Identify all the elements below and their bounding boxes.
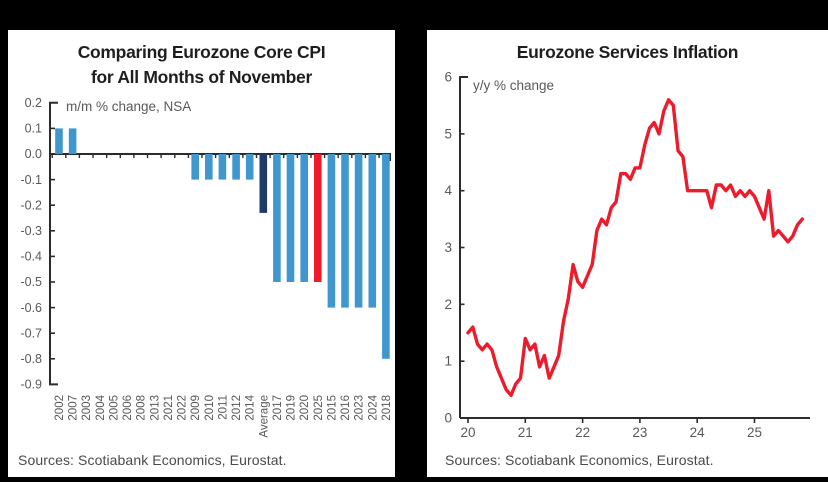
bar-y-axis [49, 101, 58, 386]
bar-2016 [341, 154, 349, 308]
right-source-text: Sources: Scotiabank Economics, Eurostat. [445, 452, 714, 468]
line-y-tick-label: 6 [444, 70, 452, 85]
line-x-tick-label: 23 [632, 425, 647, 440]
bar-x-tick-label: 2016 [340, 395, 352, 421]
bar-annotation: m/m % change, NSA [66, 99, 191, 114]
bar-y-tick-label: 0.1 [25, 122, 42, 136]
services-inflation-line [466, 98, 804, 397]
bar-x-tick-label: 2022 [177, 395, 189, 421]
line-y-tick-label: 3 [444, 240, 452, 255]
bar-x-tick-label: 2002 [54, 395, 66, 421]
bar-x-tick-label: 2017 [272, 395, 284, 421]
bar-2023 [354, 154, 363, 308]
bar-x-tick-label: 2025 [313, 395, 325, 421]
left-chart-title-line2: for All Months of November [91, 67, 312, 87]
bar-y-tick-label: -0.8 [20, 352, 42, 366]
bar-x-tick-label: 2020 [299, 395, 311, 421]
line-y-tick-label: 5 [444, 126, 452, 141]
bar-2018 [382, 154, 390, 359]
bar-y-tick-label: -0.3 [20, 224, 42, 238]
bar-x-tick-label: 2008 [136, 395, 148, 421]
left-chart-panel: Comparing Eurozone Core CPI for All Mont… [8, 30, 395, 477]
bar-x-tick-label: 2012 [231, 395, 243, 421]
bar-2011 [218, 154, 227, 180]
line-y-tick-label: 2 [444, 297, 452, 312]
bar-2007 [68, 128, 77, 154]
bar-x-axis [50, 153, 391, 161]
bar-x-tick-label: 2023 [354, 395, 366, 421]
bar-y-tick-label: -0.2 [20, 198, 42, 212]
line-x-tick-label: 22 [575, 425, 590, 440]
line-x-tick-label: 20 [460, 425, 475, 440]
bar-2017 [273, 154, 281, 282]
bar-x-tick-label: 2006 [122, 395, 134, 421]
bar-2025 [314, 154, 322, 282]
bar-y-tick-label: -0.9 [20, 378, 42, 392]
bar-x-tick-label: 2013 [149, 395, 161, 421]
bar-x-tick-label: Average [258, 395, 270, 438]
bar-2020 [300, 154, 308, 282]
bar-2014 [245, 154, 254, 180]
bar-plot-area: 0.2 0.1 0.0 -0.1 -0.2 -0.3 -0.4 -0.5 -0.6 -0.7 -0.… [20, 96, 392, 438]
bar-x-tick-label: 2018 [381, 395, 393, 421]
bar-x-tick-label: 2011 [217, 395, 229, 420]
bar-x-tick-label: 2007 [68, 395, 80, 421]
bar-2019 [286, 154, 295, 282]
left-chart-title: Comparing Eurozone Core CPI for All Mont… [8, 40, 395, 90]
left-chart-title-line1: Comparing Eurozone Core CPI [77, 42, 326, 62]
bar-y-tick-label: -0.5 [20, 275, 42, 289]
bar-x-tick-label: 2003 [81, 395, 93, 421]
bar-x-tick-label: 2021 [163, 395, 175, 421]
line-annotation: y/y % change [473, 78, 554, 93]
left-source-text: Sources: Scotiabank Economics, Eurostat. [18, 452, 287, 468]
bar-y-tick-label: 0.0 [25, 147, 42, 161]
bar-x-tick-label: 2010 [204, 395, 216, 421]
bar-2024 [368, 154, 377, 308]
bar-y-tick-label: -0.6 [20, 301, 42, 315]
right-chart-panel: Eurozone Services Inflation 6 5 4 3 2 1 0 20 21 2… [427, 30, 828, 477]
bar-x-tick-label: 2014 [245, 394, 257, 420]
bar-y-tick-label: 0.2 [25, 96, 42, 110]
bar-x-tick-label: 2024 [367, 394, 379, 420]
bar-2012 [232, 154, 240, 180]
bar-y-tick-label: -0.7 [20, 326, 42, 340]
bar-2010 [205, 154, 213, 180]
right-chart-title: Eurozone Services Inflation [516, 42, 739, 62]
bar-2002 [55, 128, 63, 154]
bar-x-tick-label: 2009 [190, 395, 202, 421]
bar-x-tick-label: 2005 [109, 395, 121, 421]
line-x-tick-label: 25 [747, 425, 762, 440]
line-y-tick-label: 0 [444, 411, 452, 426]
bar-x-tick-label: 2019 [286, 395, 298, 421]
bar-chart-november-core-cpi: 0.2 0.1 0.0 -0.1 -0.2 -0.3 -0.4 -0.5 -0.6 -0.7 -0.… [20, 96, 392, 438]
line-y-tick-label: 4 [444, 183, 452, 198]
line-x-tick-label: 21 [518, 425, 533, 440]
bar-x-tick-label: 2015 [326, 395, 338, 421]
bar-y-tick-label: -0.4 [20, 250, 42, 264]
bar-x-tick-label: 2004 [95, 394, 107, 420]
line-y-tick-label: 1 [444, 354, 452, 369]
bar-Average [259, 154, 268, 213]
bar-y-tick-label: -0.1 [20, 173, 42, 187]
bar-2015 [327, 154, 336, 308]
bar-2009 [191, 154, 199, 180]
line-x-tick-label: 24 [690, 425, 706, 440]
